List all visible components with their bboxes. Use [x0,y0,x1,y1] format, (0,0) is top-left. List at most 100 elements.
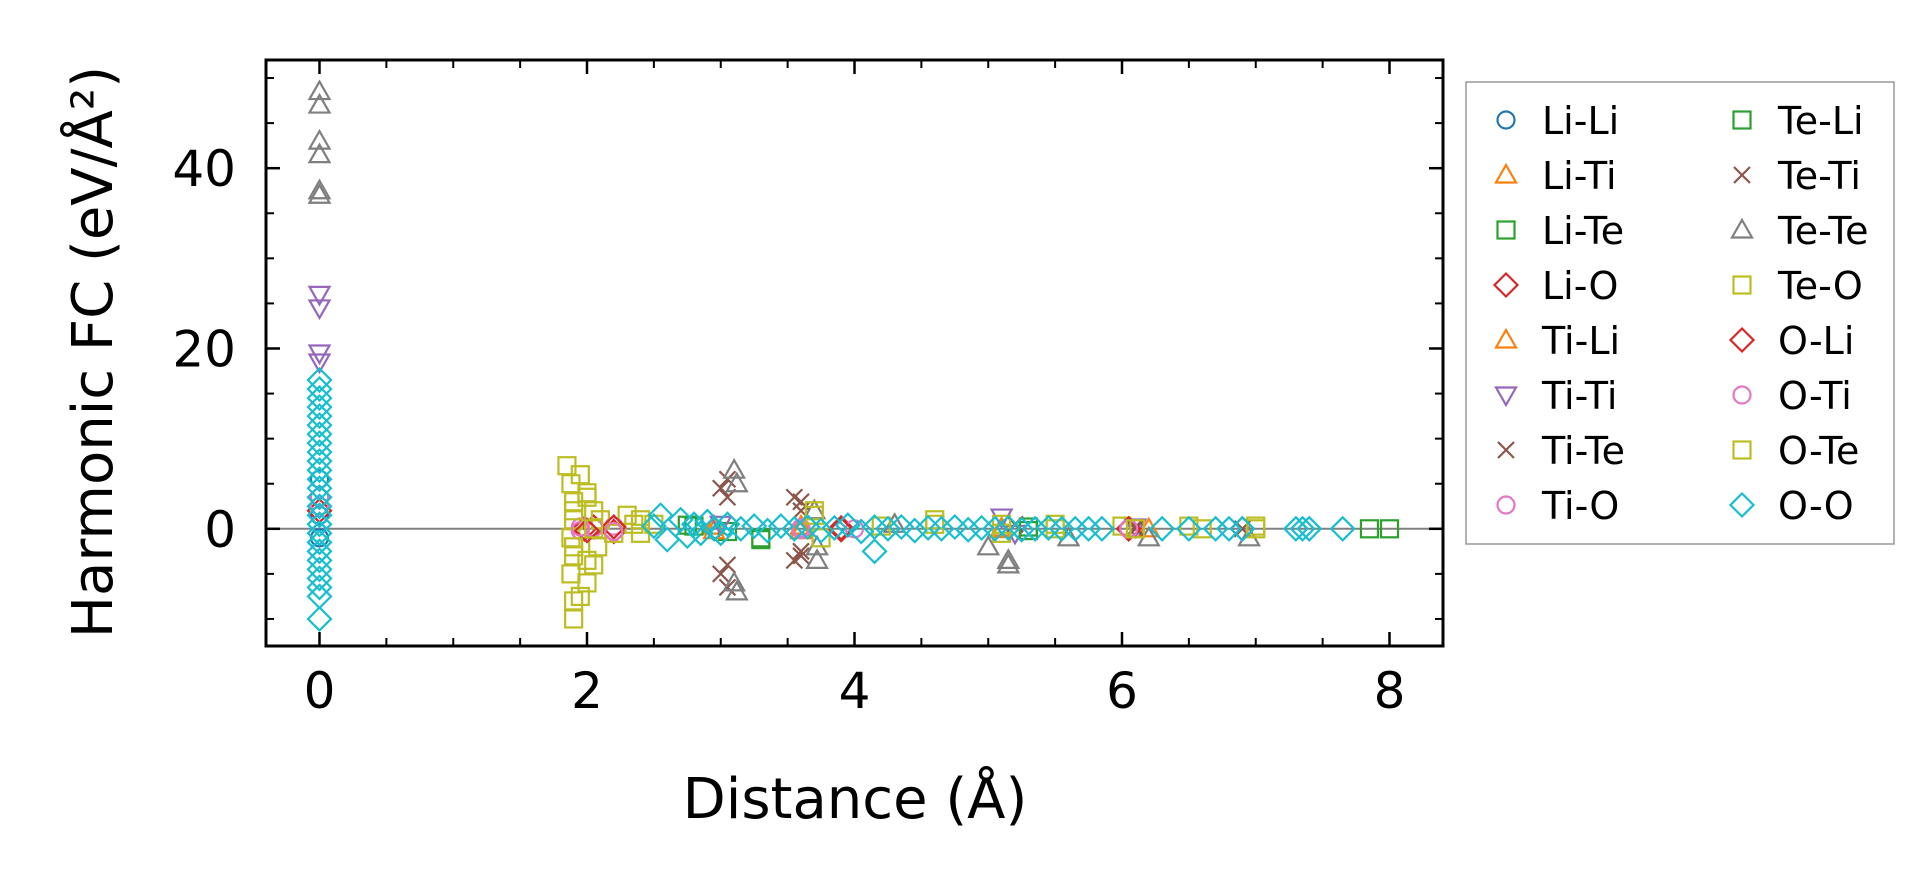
data-point [564,609,584,629]
data-point [1192,519,1212,539]
legend-label: Li-O [1542,264,1618,308]
data-point [1379,519,1400,539]
data-point [307,92,332,114]
data-point [808,517,835,544]
data-point [718,578,737,597]
data-point [307,183,332,204]
data-point [306,394,333,421]
data-point [307,353,332,375]
data-point [805,548,829,569]
data-point [307,285,332,307]
y-tick-label: 20 [172,320,236,378]
data-point [928,515,955,542]
data-point [1175,515,1202,542]
data-point [888,513,915,541]
legend-marker [1728,491,1756,519]
data-point [307,128,332,150]
data-point [306,466,333,493]
data-point [306,403,333,430]
data-point [1215,515,1243,542]
data-point [1296,515,1323,542]
data-point [811,528,831,548]
data-point [674,522,701,550]
data-point [996,548,1021,569]
data-point [925,510,945,530]
data-point [306,430,333,457]
data-point [306,366,333,394]
legend-marker [1732,440,1752,460]
legend: Li-Li Li-Ti Li-Te Li-O Ti-Li Ti-Ti Ti-Te Ti-O Te… [1465,81,1895,545]
data-point [701,515,728,542]
legend-entry: O-Te [1732,429,1859,473]
data-point [680,511,708,538]
data-point [306,511,333,538]
data-point [306,376,333,403]
legend-marker [1497,441,1515,459]
series-te-te [307,79,1261,601]
legend-entry: O-O [1728,484,1854,528]
legend-marker [1733,166,1751,184]
legend-entry: Te-Te [1730,209,1869,253]
data-point [577,487,597,507]
legend-entry: Te-Ti [1733,154,1861,198]
legend-label: O-Te [1778,429,1859,473]
data-point [647,502,674,529]
data-point [306,547,333,574]
data-point [901,517,928,544]
legend-label: Ti-Ti [1541,374,1617,418]
data-point [722,457,747,479]
legend-marker [1730,217,1754,239]
data-point [834,512,861,539]
data-point [306,421,333,448]
legend-entry: Te-O [1732,264,1863,308]
data-point [561,564,581,584]
data-point [573,517,601,544]
data-point [861,538,888,565]
data-point [307,142,332,164]
data-point [1359,519,1380,539]
legend-label: Li-Ti [1542,154,1617,198]
legend-marker [1496,495,1516,515]
data-point [754,517,781,544]
data-point [306,439,333,466]
data-point [1246,519,1266,539]
legend-label: O-Ti [1778,374,1852,418]
data-point [1022,515,1049,542]
data-point [718,470,737,488]
y-axis-label: Harmonic FC (eV/Å²) [60,66,126,638]
data-point [724,471,749,493]
data-point [1289,515,1316,542]
data-point [976,534,1001,556]
legend-marker [1496,220,1516,240]
data-point [564,501,584,521]
data-point [564,591,584,611]
data-point [600,513,627,541]
data-point [306,385,333,412]
legend-entry: Ti-Te [1497,429,1625,473]
data-point [306,457,333,484]
data-point [792,547,810,565]
data-point [309,487,330,507]
legend-marker [1732,275,1752,295]
data-point [307,79,332,101]
legend-entry: Li-Ti [1494,154,1617,198]
data-point [724,579,749,601]
legend-marker [1494,327,1518,349]
data-point [306,484,333,511]
data-point [640,513,667,540]
legend-label: Li-Li [1542,99,1619,143]
data-point [306,529,333,556]
data-point [584,519,604,539]
legend-entry: Ti-Li [1494,319,1620,363]
data-point [1229,515,1256,542]
legend-label: Te-Te [1777,209,1869,253]
legend-marker [1492,271,1520,299]
data-point [848,518,875,545]
data-point [804,505,824,525]
data-point [794,513,821,541]
legend-entry: Li-Li [1496,99,1619,143]
y-tick-label: 40 [172,140,236,198]
data-point [570,586,590,607]
legend-label: O-Li [1778,319,1854,363]
